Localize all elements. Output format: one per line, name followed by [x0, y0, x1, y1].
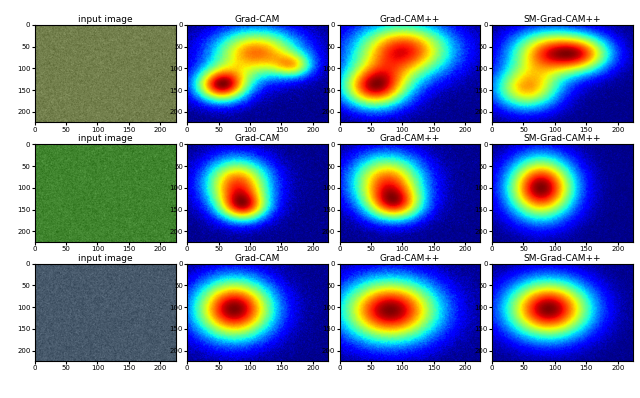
Title: input image: input image [77, 15, 132, 24]
Title: input image: input image [77, 254, 132, 263]
Title: Grad-CAM++: Grad-CAM++ [380, 254, 440, 263]
Title: Grad-CAM++: Grad-CAM++ [380, 15, 440, 24]
Title: SM-Grad-CAM++: SM-Grad-CAM++ [524, 15, 601, 24]
Title: Grad-CAM: Grad-CAM [235, 135, 280, 144]
Title: Grad-CAM: Grad-CAM [235, 254, 280, 263]
Title: Grad-CAM: Grad-CAM [235, 15, 280, 24]
Title: SM-Grad-CAM++: SM-Grad-CAM++ [524, 254, 601, 263]
Title: SM-Grad-CAM++: SM-Grad-CAM++ [524, 135, 601, 144]
Title: Grad-CAM++: Grad-CAM++ [380, 135, 440, 144]
Title: input image: input image [77, 135, 132, 144]
